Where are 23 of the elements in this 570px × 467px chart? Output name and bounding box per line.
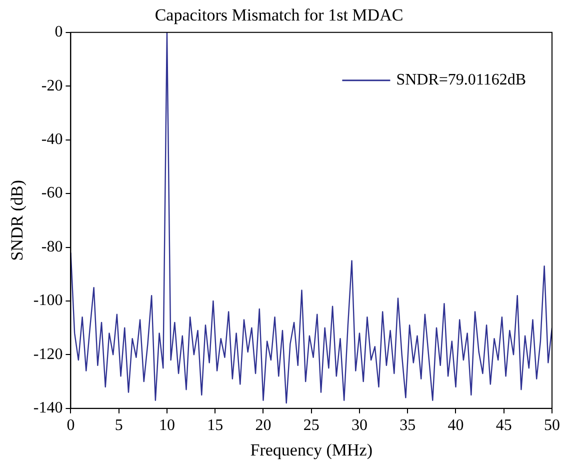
x-tick-label: 40	[448, 417, 464, 434]
legend-label: SNDR=79.01162dB	[396, 72, 526, 89]
y-tick-label: -40	[41, 131, 63, 148]
x-tick-label: 45	[496, 417, 512, 434]
y-tick-label: -140	[33, 400, 63, 417]
x-tick-label: 25	[303, 417, 320, 434]
x-tick-label: 5	[114, 417, 123, 434]
x-tick-label: 30	[351, 417, 368, 434]
x-tick-label: 15	[207, 417, 224, 434]
y-tick-label: -120	[33, 346, 63, 363]
y-tick-label: -60	[41, 184, 63, 202]
x-tick-label: 35	[400, 417, 416, 434]
x-tick-label: 20	[255, 417, 272, 434]
x-tick-label: 10	[158, 417, 175, 434]
x-tick-label: 50	[544, 417, 560, 434]
y-axis-title: SNDR (dB)	[8, 180, 27, 261]
y-tick-label: -20	[41, 77, 63, 94]
x-axis-title: Frequency (MHz)	[250, 440, 372, 460]
y-tick-label: -80	[41, 238, 63, 256]
y-tick-label: -100	[33, 292, 63, 310]
x-tick-label: 0	[66, 417, 75, 434]
y-tick-label: 0	[54, 24, 63, 41]
chart-title: Capacitors Mismatch for 1st MDAC	[154, 6, 404, 25]
